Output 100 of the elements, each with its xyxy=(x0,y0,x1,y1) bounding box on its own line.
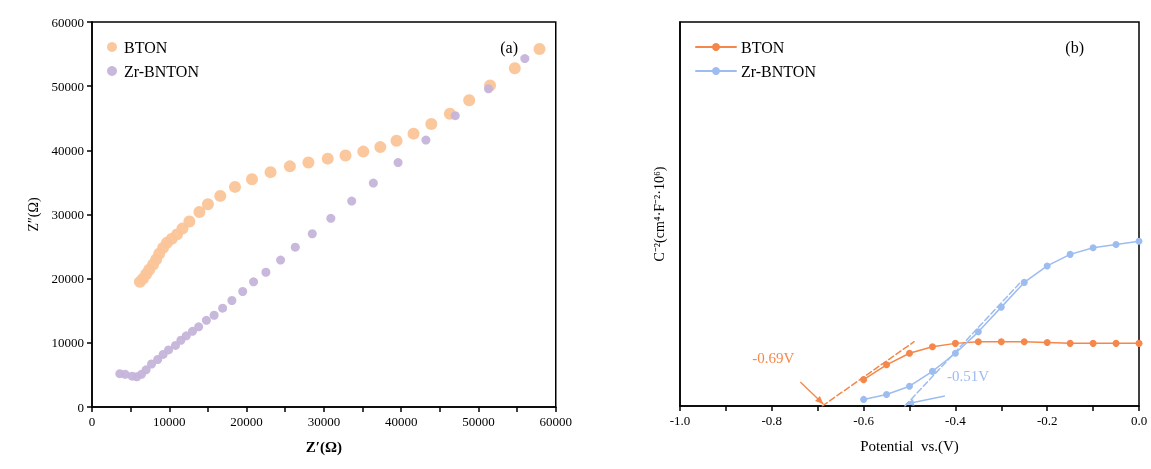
x-tick-label: 50000 xyxy=(462,414,495,429)
x-tick-label: 10000 xyxy=(153,414,186,429)
y-tick-label: 0 xyxy=(77,399,84,415)
point xyxy=(249,277,259,287)
point xyxy=(463,94,476,107)
point xyxy=(374,141,387,154)
point xyxy=(421,135,431,145)
x-tick-label: 40000 xyxy=(384,414,418,429)
point xyxy=(928,343,936,351)
point xyxy=(425,118,438,131)
point xyxy=(321,152,334,165)
point xyxy=(183,215,196,228)
point xyxy=(1135,237,1143,245)
point xyxy=(164,345,174,355)
point xyxy=(1020,278,1028,286)
point xyxy=(194,322,204,332)
point xyxy=(187,326,197,336)
point xyxy=(193,205,206,218)
point xyxy=(141,365,151,375)
y-tick-label: 50000 xyxy=(51,78,84,94)
point xyxy=(860,395,868,403)
x-tick-label: -1.0 xyxy=(669,413,691,428)
point xyxy=(883,390,891,398)
point xyxy=(1135,339,1143,347)
x-tick-label: -0.2 xyxy=(1036,413,1058,428)
point xyxy=(997,338,1005,346)
point xyxy=(393,158,403,168)
x-axis-title: Potential vs.(V) xyxy=(860,437,959,455)
point xyxy=(347,196,357,206)
point xyxy=(860,376,868,384)
point xyxy=(339,149,352,162)
y-tick-label: 30000 xyxy=(51,207,84,222)
point xyxy=(974,338,982,346)
point xyxy=(906,349,913,357)
point xyxy=(1043,339,1051,347)
point xyxy=(201,198,214,211)
point xyxy=(326,213,336,223)
y-tick-label: 10000 xyxy=(51,335,84,351)
point xyxy=(390,134,403,147)
y-axis-title: C⁻²(cm⁴·F⁻²·10⁶) xyxy=(651,166,668,262)
point xyxy=(283,160,296,173)
point xyxy=(484,84,494,94)
point xyxy=(951,339,959,347)
x-axis-title: Z′(Ω) xyxy=(305,438,342,456)
point xyxy=(928,367,936,375)
y-tick-label: 40000 xyxy=(51,142,84,158)
point xyxy=(176,335,186,345)
point xyxy=(1043,262,1051,270)
point xyxy=(307,229,317,239)
point xyxy=(276,255,286,265)
point xyxy=(974,328,982,336)
point xyxy=(264,166,277,179)
point xyxy=(883,361,891,369)
point xyxy=(238,287,248,296)
point xyxy=(520,54,530,64)
point xyxy=(201,315,211,325)
point xyxy=(1066,339,1074,347)
point xyxy=(1089,339,1097,347)
point xyxy=(181,331,191,341)
point xyxy=(1112,240,1120,248)
point xyxy=(368,178,378,188)
point xyxy=(209,310,219,320)
x-tick-label: 0 xyxy=(88,414,96,429)
legend-label: Zr-BNTON xyxy=(124,62,200,80)
point xyxy=(246,173,258,186)
x-tick-label: 20000 xyxy=(230,414,263,429)
x-tick-label: 0.0 xyxy=(1130,413,1148,428)
point xyxy=(170,340,180,350)
point xyxy=(1112,339,1120,347)
x-tick-label: -0.4 xyxy=(945,413,967,428)
x-tick-label: 60000 xyxy=(539,414,572,429)
point xyxy=(1089,244,1097,252)
point xyxy=(218,303,228,313)
point xyxy=(1020,338,1028,346)
point xyxy=(997,303,1005,311)
point xyxy=(302,156,315,169)
chart-title: (b) xyxy=(1065,38,1084,57)
y-axis-title: Z″(Ω) xyxy=(25,197,42,232)
point xyxy=(407,127,420,140)
point xyxy=(261,267,271,277)
annotation: -0.69V xyxy=(752,350,795,366)
point xyxy=(153,355,163,365)
text: (a) xyxy=(500,38,519,57)
point xyxy=(290,242,300,252)
point xyxy=(227,295,237,305)
annotation: -0.51V xyxy=(946,368,990,384)
legend-label: BTON xyxy=(741,38,785,56)
point xyxy=(229,180,241,193)
point xyxy=(951,349,959,357)
x-tick-label: -0.6 xyxy=(853,413,875,428)
point xyxy=(357,145,370,158)
point xyxy=(508,62,521,75)
point xyxy=(533,42,546,55)
y-tick-label: 60000 xyxy=(51,14,84,30)
point xyxy=(1066,250,1074,258)
legend-label: Zr-BNTON xyxy=(741,62,817,80)
point xyxy=(906,382,913,390)
point xyxy=(450,111,460,121)
y-tick-label: 20000 xyxy=(51,271,84,287)
x-tick-label: 30000 xyxy=(307,414,341,429)
